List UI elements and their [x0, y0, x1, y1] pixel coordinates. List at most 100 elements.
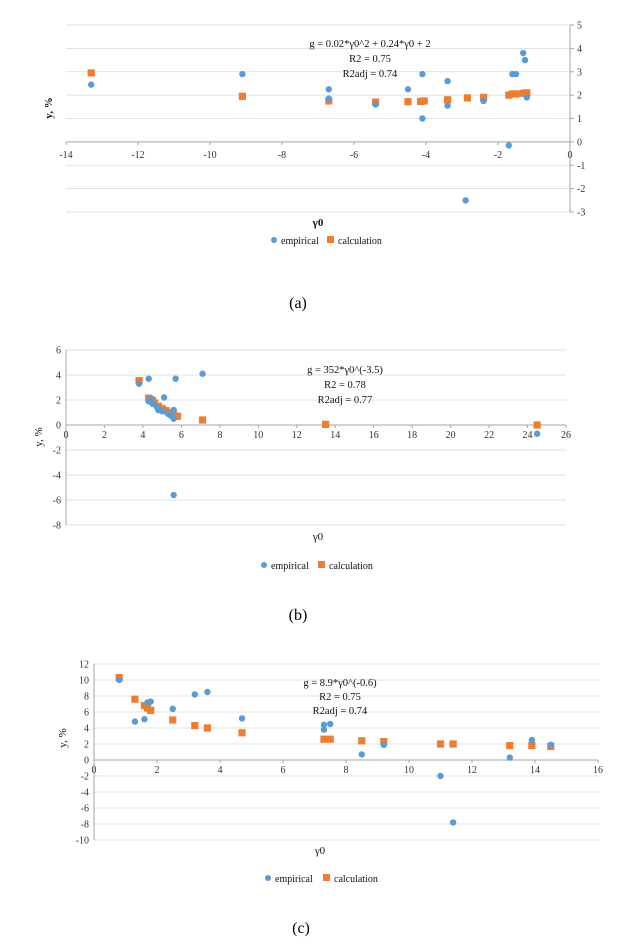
- y-tick-label: 12: [79, 660, 89, 671]
- y-tick-label: -2: [53, 446, 61, 457]
- empirical-point: [141, 716, 148, 723]
- empirical-point: [533, 430, 541, 437]
- calculation-point: [480, 93, 488, 102]
- x-tick-label: 20: [446, 430, 456, 441]
- x-tick-label: 2: [155, 765, 160, 776]
- y-tick-label: 2: [84, 740, 89, 751]
- legend-calculation-marker: [323, 874, 330, 881]
- empirical-point: [480, 97, 487, 105]
- x-tick-label: 8: [217, 430, 222, 441]
- empirical-point: [520, 49, 527, 57]
- data-marks: [135, 370, 541, 499]
- legend: empirical calculation: [265, 874, 378, 885]
- empirical-point: [170, 406, 177, 414]
- y-tick-label: -10: [76, 836, 89, 847]
- empirical-point: [437, 772, 444, 780]
- equation-annotation: g = 352*γ0^(-3.5): [307, 365, 383, 376]
- empirical-point: [204, 688, 211, 696]
- x-tick-label: 2: [102, 430, 107, 441]
- empirical-point: [239, 70, 246, 78]
- axes: [65, 350, 567, 525]
- caption-c: (c): [292, 920, 310, 937]
- x-tick-label: -8: [278, 150, 286, 161]
- y-tick-label: 1: [577, 114, 582, 125]
- x-tick-label: -2: [494, 150, 502, 161]
- y-tick-label: 0: [56, 421, 61, 432]
- x-tick-label: 22: [484, 430, 494, 441]
- empirical-point: [88, 81, 95, 88]
- x-tick-label: 10: [404, 765, 414, 776]
- x-tick-label: -10: [203, 150, 216, 161]
- y-axis-title: y, %: [57, 728, 69, 747]
- empirical-point: [325, 95, 332, 102]
- legend-empirical-label: empirical: [271, 561, 309, 572]
- legend-empirical-label: empirical: [281, 236, 319, 247]
- empirical-point: [521, 56, 529, 64]
- y-tick-label: -3: [577, 208, 585, 219]
- empirical-point: [547, 741, 554, 748]
- legend-empirical-marker: [261, 562, 267, 568]
- y-tick-label: 5: [577, 21, 582, 32]
- legend: empirical calculation: [261, 561, 373, 572]
- calculation-point: [528, 742, 536, 750]
- y-tick-label: -2: [81, 772, 89, 783]
- calculation-point: [147, 706, 155, 714]
- empirical-point: [172, 375, 179, 382]
- empirical-point: [505, 142, 512, 149]
- y-tick-label: -2: [577, 184, 585, 195]
- r2adj-annotation: R2adj = 0.74: [313, 706, 368, 717]
- empirical-point: [358, 751, 365, 758]
- empirical-point: [191, 691, 198, 698]
- calculation-point: [238, 729, 246, 737]
- y-tick-label: 2: [577, 91, 582, 102]
- caption-a: (a): [289, 295, 307, 312]
- calculation-point: [162, 407, 170, 415]
- empirical-point: [462, 197, 469, 204]
- x-tick-label: 6: [179, 430, 184, 441]
- y-tick-label: 6: [56, 346, 61, 357]
- calculation-point: [358, 737, 366, 745]
- legend-empirical-marker: [271, 237, 277, 243]
- y-axis-title: y, %: [33, 427, 45, 446]
- y-tick-label: -4: [53, 471, 61, 482]
- y-tick-label: 8: [84, 692, 89, 703]
- empirical-point: [419, 70, 426, 78]
- axes: [65, 24, 574, 213]
- calculation-point: [512, 90, 520, 98]
- y-tick-label: 4: [56, 371, 61, 382]
- x-tick-label: 0: [568, 150, 573, 161]
- calculation-point: [320, 735, 328, 743]
- y-tick-label: 0: [84, 756, 89, 767]
- calculation-point: [169, 716, 177, 724]
- calculation-point: [436, 740, 445, 748]
- x-tick-label: 4: [218, 765, 223, 776]
- r2-annotation: R2 = 0.75: [349, 54, 391, 65]
- calculation-point: [326, 735, 334, 743]
- calculation-point: [523, 89, 531, 97]
- calculation-point: [198, 416, 207, 424]
- empirical-point: [145, 375, 152, 382]
- calculation-point: [173, 412, 182, 420]
- x-tick-label: -4: [422, 150, 430, 161]
- x-tick-label: 0: [64, 430, 69, 441]
- x-axis-title: γ0: [314, 845, 326, 857]
- empirical-point: [170, 415, 177, 422]
- y-tick-label: -8: [81, 820, 89, 831]
- empirical-point: [523, 94, 530, 101]
- calculation-point: [420, 97, 428, 105]
- equation-annotation: g = 8.9*γ0^(-0.6): [303, 678, 377, 689]
- x-axis-title: γ0: [312, 531, 324, 543]
- empirical-point: [419, 115, 426, 122]
- y-tick-label: -4: [81, 788, 89, 799]
- x-tick-label: 16: [593, 765, 603, 776]
- calculation-point: [449, 740, 457, 748]
- y-tick-label: -6: [53, 496, 61, 507]
- empirical-point: [147, 395, 154, 402]
- empirical-point: [506, 754, 513, 761]
- legend: empirical calculation: [271, 236, 382, 247]
- x-tick-label: -12: [131, 150, 144, 161]
